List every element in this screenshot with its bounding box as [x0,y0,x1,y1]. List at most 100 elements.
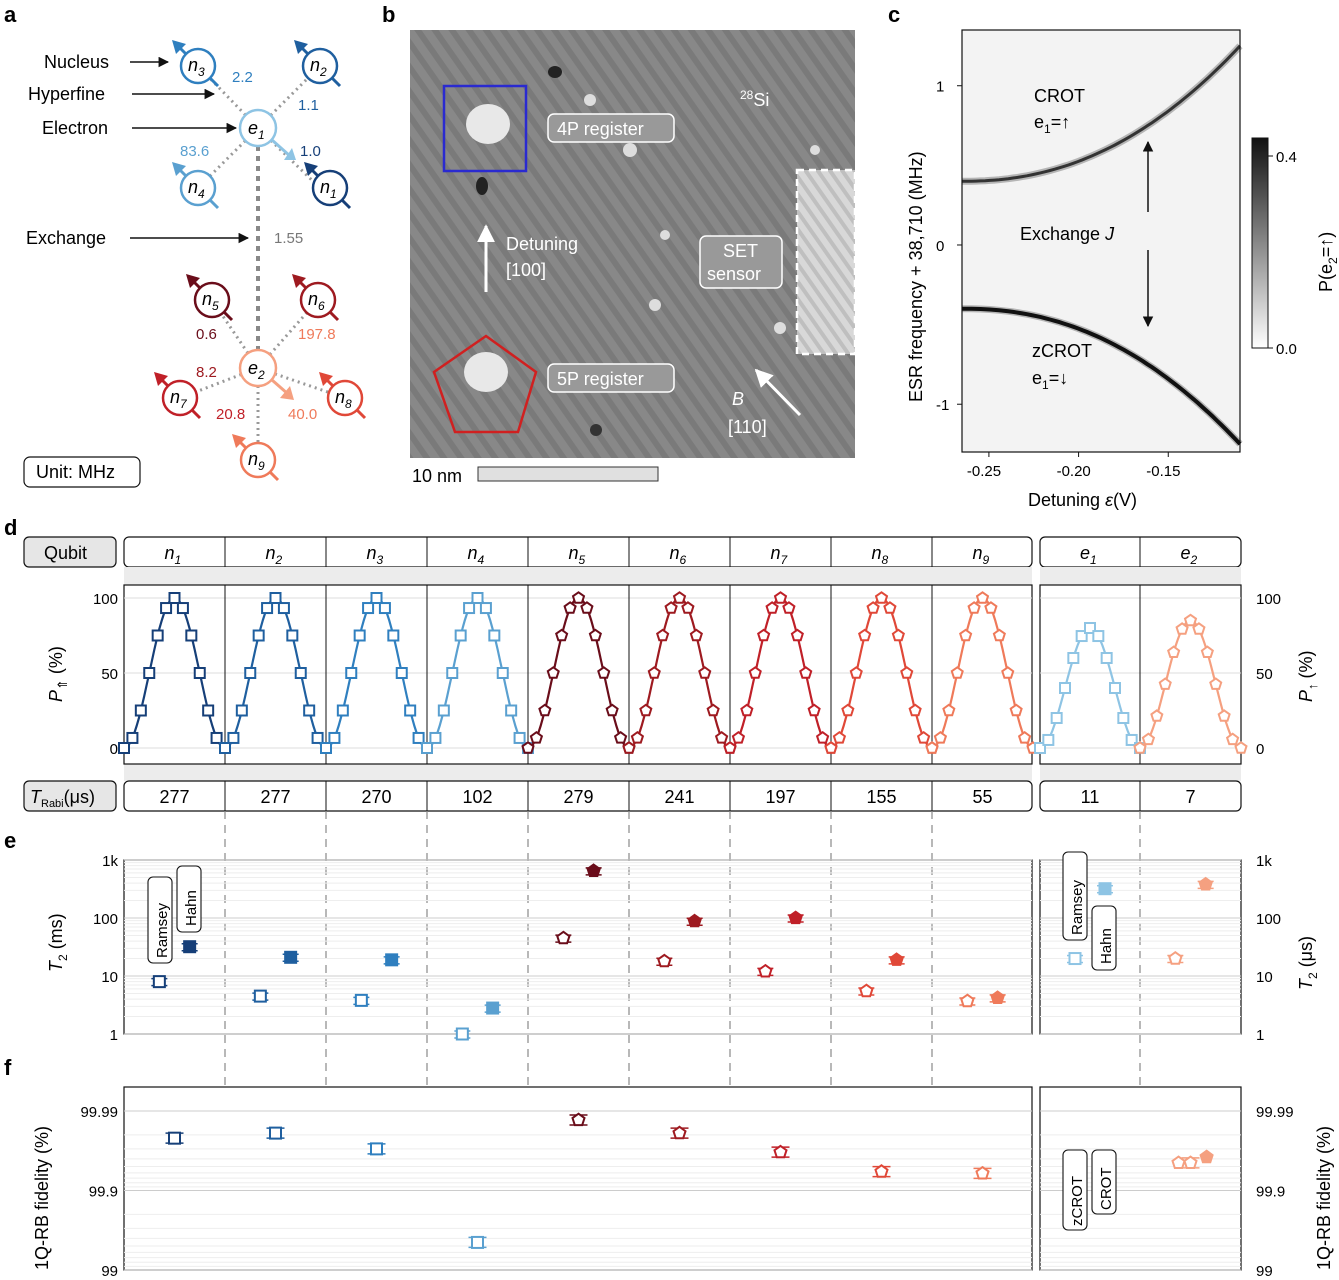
panel-f-label: f [4,1055,12,1080]
rabi-point [303,704,316,717]
rabi-point [1225,732,1240,746]
hf-label-n7: 20.8 [216,406,245,423]
detuning-dir-label: [100] [506,260,546,280]
rabi-point [950,666,964,679]
rb-fidelity-n3 [370,1142,383,1156]
panel-c-chart: -0.25 -0.20 -0.15 1 0 -1 CROT e1=↑ Exchange J… [906,29,1339,510]
rabi-point [1192,622,1206,635]
svg-text:n3: n3 [188,55,205,79]
rabi-point [841,703,855,717]
unit-box-text: Unit: MHz [36,462,115,482]
e-ytick-left: 10 [101,969,118,986]
rabi-point [463,602,476,615]
panel-c-label: c [888,2,900,27]
rabi-point [984,601,998,614]
rabi-point [336,704,349,717]
label-exchange: Exchange [26,228,106,248]
tag-zcrot: zCROT [1069,1176,1086,1226]
rabi-point [513,731,526,744]
panel-d: Qubit TRabi(μs) 100 100 50 50 0 0 n1 277 n2 277 n3… [23,536,1320,812]
rabi-point [1042,733,1055,746]
d-ylabel-left: P⇑ (%) [46,646,70,702]
rabi-point [731,730,746,744]
rabi-point [404,704,417,717]
svg-text:n6: n6 [308,289,325,313]
qubit-header-e1: e1 [1080,543,1097,567]
d-ytick-right: 50 [1256,666,1273,683]
trabi-value-n4: 102 [462,787,492,807]
tag-crot: CROT [1098,1168,1115,1211]
t2-ramsey-n4 [455,1027,469,1041]
4p-register-box [442,84,528,173]
rabi-point [421,742,433,754]
hf-label-n4: 83.6 [180,143,209,160]
rabi-point [925,741,939,754]
trabi-value-n7: 197 [765,787,795,807]
qubit-header-n9: n9 [973,543,990,567]
electron-e2-label: e2 [248,358,265,382]
svg-text:n8: n8 [335,387,352,411]
c-ytick-label: 0 [936,238,944,255]
rabi-point [193,667,206,679]
t2-hahn-n8 [889,952,904,966]
rabi-point [437,704,450,717]
rabi-point [269,592,282,604]
nucleus-n2: n2 [294,40,342,88]
rabi-point [1158,677,1172,690]
c-ytick-label: -1 [936,397,949,414]
rabi-point [605,703,619,717]
rabi-point [387,629,400,642]
t2-hahn-n1 [183,940,197,954]
rb-fidelity-n2 [269,1126,282,1140]
trabi-value-n3: 270 [361,787,391,807]
t2-ramsey-n3 [354,993,368,1007]
rabi-point [765,601,779,614]
rabi-point [345,667,358,679]
rabi-point [210,731,223,744]
rabi-point [866,601,880,614]
rabi-point [933,730,948,744]
panel-f: 99.99 99.99 99.9 99.9 99 99 1Q-RB fidelity (%… [32,1086,1334,1280]
c-xtick-label: -0.15 [1146,463,1180,480]
svg-text:n4: n4 [188,177,205,201]
c-ylabel: ESR frequency + 38,710 (MHz) [906,151,926,402]
t2-hahn-e2 [1198,876,1213,891]
qubit-header-n7: n7 [771,543,789,567]
tag-ramsey-n: Ramsey [154,902,171,958]
rabi-point [908,703,922,717]
nucleus-n9: n9 [232,434,280,482]
rabi-point [412,731,425,744]
rabi-point [597,666,611,679]
heatmap-area [962,30,1240,452]
b-field-dir-label: [110] [728,417,767,437]
tag-ramsey-e: Ramsey [1069,879,1086,935]
rabi-point [1001,666,1015,679]
rabi-point [320,742,332,754]
label-hyperfine: Hyperfine [28,84,105,104]
crot-state-label: e1=↑ [1034,112,1070,136]
exchange-j-label: Exchange J [1020,224,1115,244]
rabi-point [959,628,973,642]
panel-e-label: e [4,828,16,853]
rb-fidelity-n5 [571,1112,586,1127]
d-ytick-right: 100 [1256,591,1281,608]
trabi-value-n2: 277 [260,787,290,807]
rabi-point [235,704,248,717]
qubit-header-n4: n4 [468,543,485,567]
zcrot-label: zCROT [1032,341,1092,361]
rabi-point [723,741,737,754]
rabi-point [622,741,636,754]
qubit-header-e2: e2 [1181,543,1198,567]
rabi-point [471,592,484,604]
c-ytick-label: 1 [936,79,944,96]
rabi-point [681,601,695,614]
hf-label-n3: 2.2 [232,69,253,86]
nucleus-n7: n7 [154,372,202,420]
rabi-point [505,704,518,717]
rabi-point [832,730,847,744]
f-ytick-right: 99 [1256,1263,1273,1280]
rabi-point [1067,652,1080,664]
colorbar [1251,137,1269,349]
t2-hahn-n4 [486,1001,500,1015]
exchange-value: 1.55 [274,230,303,247]
